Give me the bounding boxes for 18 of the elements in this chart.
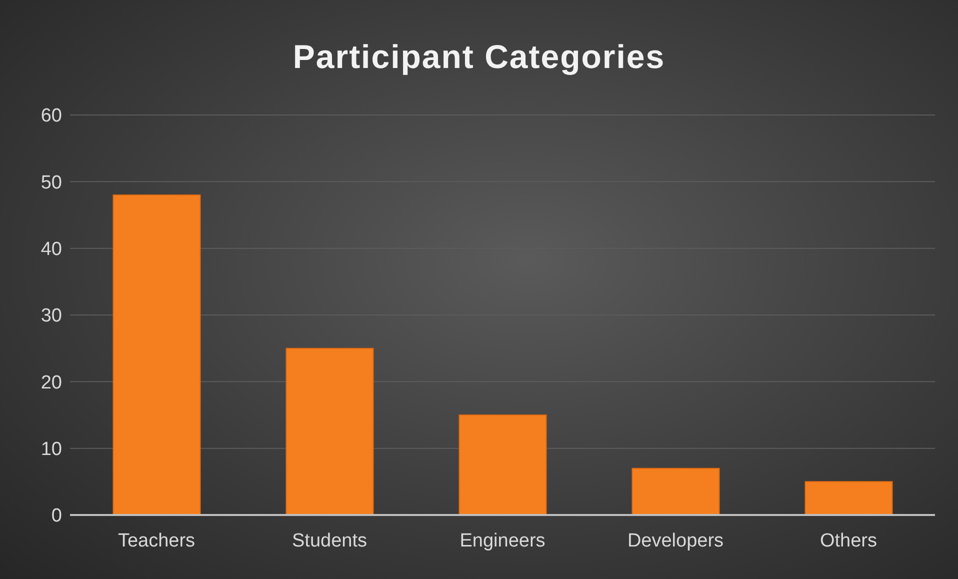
y-tick-label: 50: [40, 172, 62, 194]
y-tick-label: 60: [40, 106, 62, 127]
bar: [632, 468, 720, 515]
x-tick-label: Engineers: [460, 530, 546, 552]
bar: [804, 481, 893, 515]
y-tick-label: 10: [40, 439, 62, 460]
x-tick-label: Teachers: [118, 530, 196, 552]
bar: [112, 194, 201, 515]
x-tick-label: Students: [292, 530, 367, 552]
y-tick-label: 30: [40, 306, 62, 327]
x-tick-label: Developers: [627, 530, 724, 552]
bar: [286, 348, 374, 515]
chart-title: Participant Categories: [292, 38, 666, 76]
y-tick-label: 20: [40, 372, 62, 394]
y-tick-label: 0: [51, 506, 62, 527]
x-tick-label: Others: [820, 530, 878, 552]
y-tick-label: 40: [40, 239, 62, 260]
bar: [458, 414, 547, 515]
